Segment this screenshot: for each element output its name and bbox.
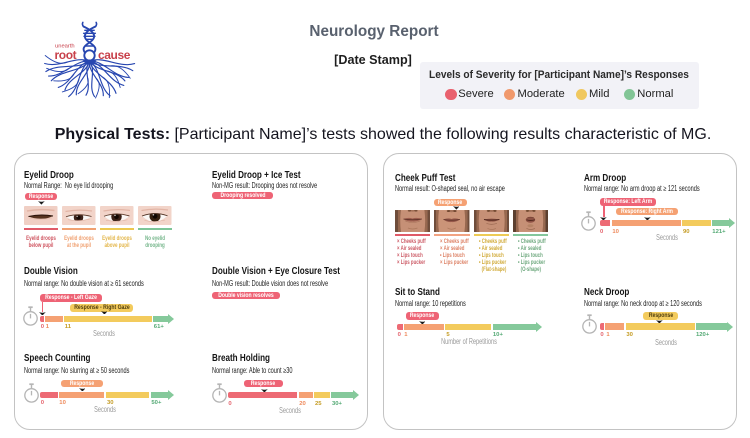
- svg-text:cause: cause: [98, 48, 131, 62]
- svg-text:unearth: unearth: [55, 44, 75, 50]
- svg-text:root: root: [55, 48, 77, 62]
